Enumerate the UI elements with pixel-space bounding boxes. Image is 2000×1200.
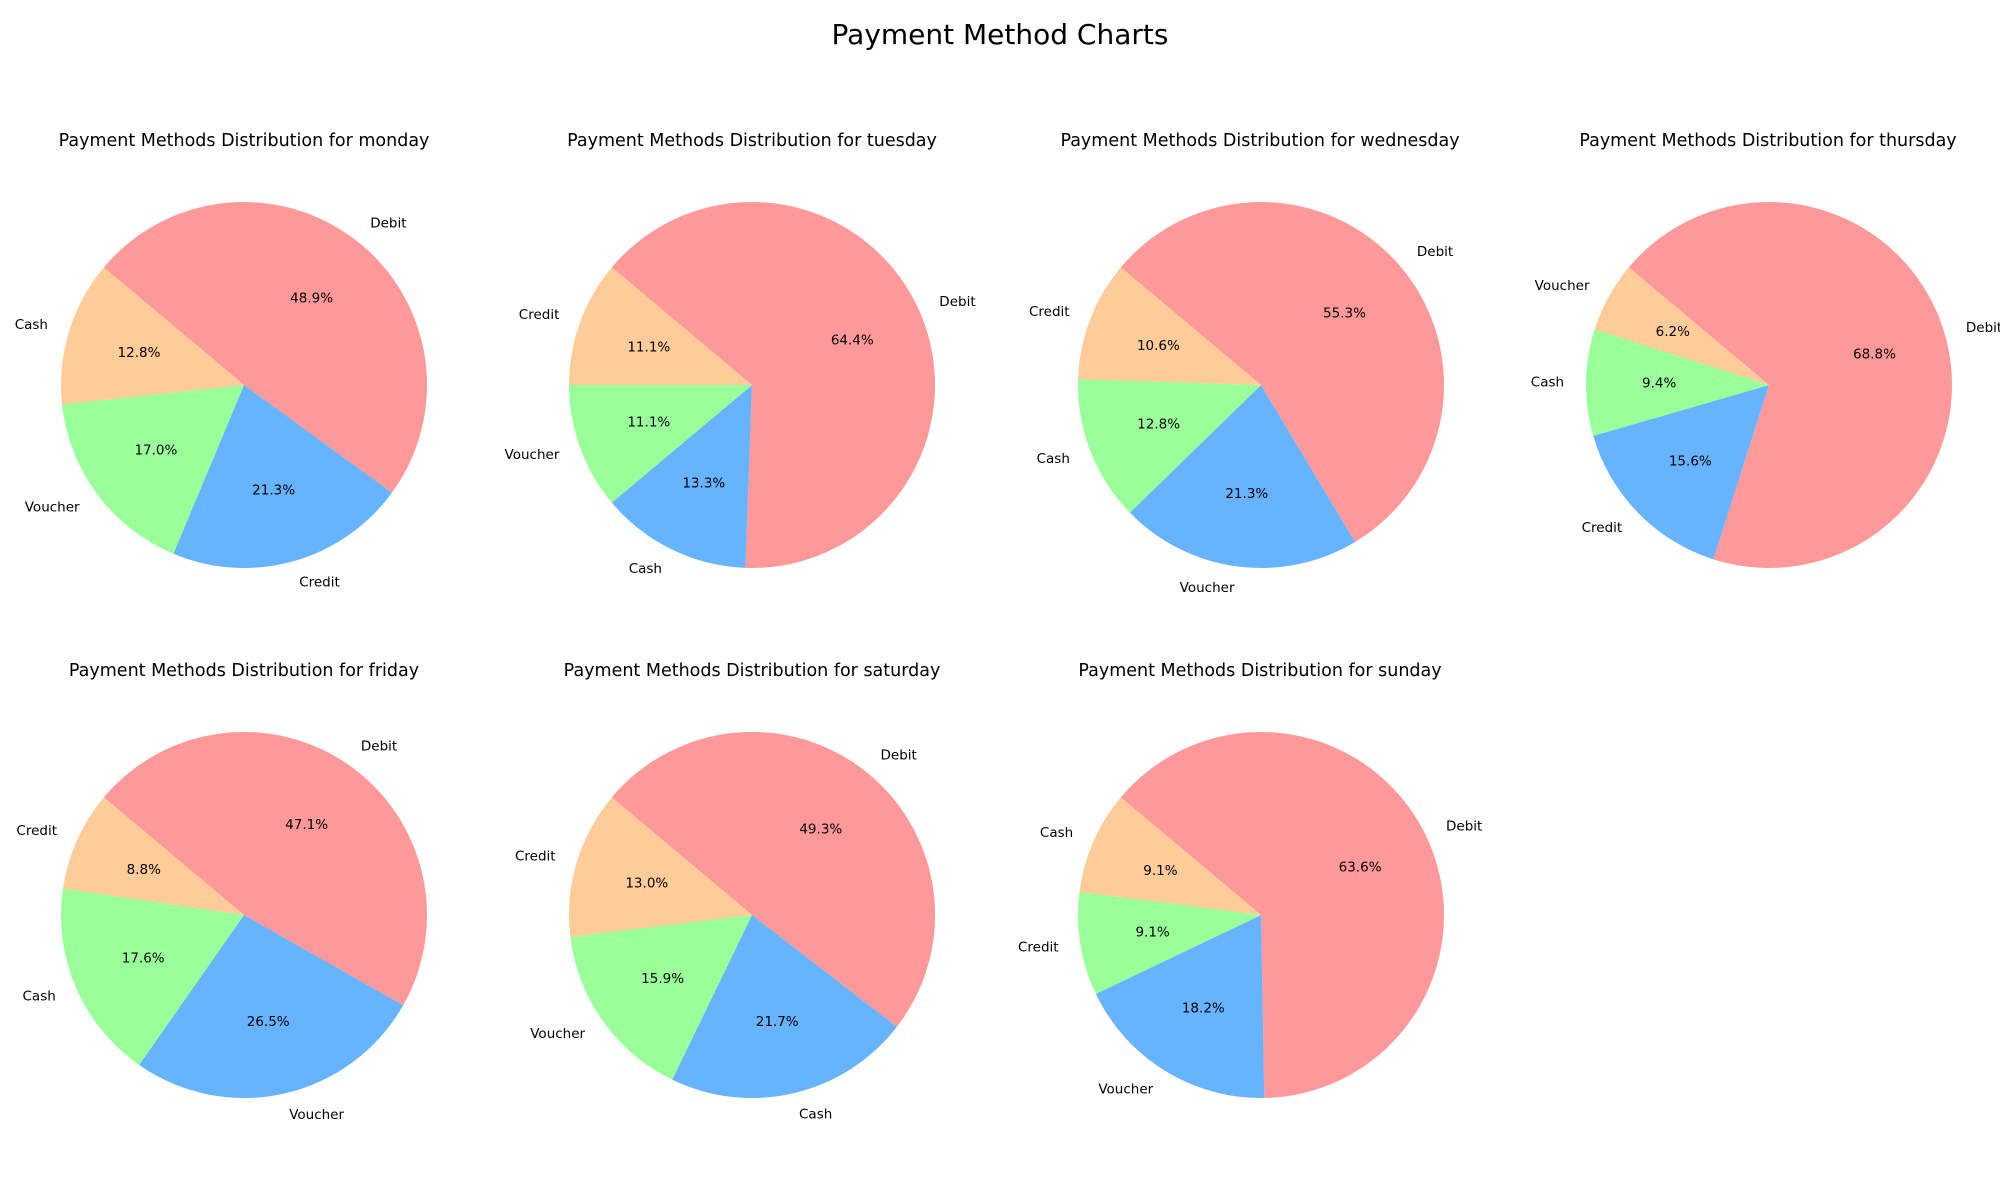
slice-label-thursday-debit: Debit [1966, 320, 2000, 336]
value-label-monday-debit: 48.9% [290, 291, 333, 307]
value-label-tuesday-debit: 64.4% [831, 332, 874, 348]
slice-label-monday-debit: Debit [370, 216, 406, 232]
slice-label-tuesday-credit: Credit [519, 307, 560, 323]
pie-slice-wednesday-voucher [1129, 385, 1356, 568]
value-label-thursday-debit: 68.8% [1853, 346, 1896, 362]
value-label-saturday-cash: 21.7% [756, 1014, 799, 1030]
pie-slice-sunday-debit [1120, 732, 1444, 1098]
pie-slice-wednesday-cash [1077, 379, 1261, 513]
pie-slice-thursday-voucher [1594, 267, 1769, 385]
slice-label-sunday-debit: Debit [1446, 819, 1482, 835]
slice-label-thursday-cash: Cash [1531, 374, 1564, 390]
slice-label-tuesday-debit: Debit [939, 294, 975, 310]
slice-label-wednesday-voucher: Voucher [1180, 580, 1235, 596]
pie-slice-monday-debit [103, 201, 427, 493]
value-label-friday-voucher: 26.5% [247, 1014, 290, 1030]
pie-slice-thursday-credit [1593, 385, 1769, 560]
pie-slice-tuesday-voucher [569, 385, 752, 503]
slice-label-wednesday-credit: Credit [1029, 304, 1070, 320]
chart-title-sunday: Payment Methods Distribution for sunday [1078, 661, 1442, 681]
value-label-thursday-credit: 15.6% [1669, 454, 1712, 470]
slice-label-sunday-cash: Cash [1040, 825, 1073, 841]
pie-slice-wednesday-credit [1078, 267, 1261, 385]
slice-label-thursday-voucher: Voucher [1535, 278, 1590, 294]
value-label-thursday-cash: 9.4% [1642, 376, 1676, 392]
value-label-sunday-cash: 9.1% [1143, 863, 1177, 879]
slice-label-wednesday-cash: Cash [1037, 451, 1070, 467]
value-label-tuesday-voucher: 11.1% [627, 415, 670, 431]
slice-label-friday-credit: Credit [16, 823, 57, 839]
pie-slice-sunday-credit [1078, 891, 1261, 994]
pie-slice-saturday-cash [672, 915, 897, 1099]
value-label-sunday-credit: 9.1% [1135, 924, 1169, 940]
value-label-friday-credit: 8.8% [127, 862, 161, 878]
pie-slice-friday-voucher [139, 915, 404, 1099]
pie-slice-saturday-debit [611, 731, 936, 1027]
chart-title-monday: Payment Methods Distribution for monday [58, 131, 430, 151]
value-label-wednesday-cash: 12.8% [1137, 417, 1180, 433]
pie-slice-sunday-cash [1079, 797, 1261, 915]
value-label-friday-cash: 17.6% [122, 951, 165, 967]
value-label-wednesday-voucher: 21.3% [1225, 486, 1268, 502]
slice-label-saturday-cash: Cash [799, 1107, 832, 1123]
pie-slice-saturday-credit [569, 797, 752, 937]
figure-title: Payment Method Charts [831, 18, 1169, 51]
pie-slice-tuesday-cash [611, 385, 752, 568]
pie-slice-monday-cash [61, 267, 244, 405]
value-label-thursday-voucher: 6.2% [1656, 324, 1690, 340]
chart-title-saturday: Payment Methods Distribution for saturda… [563, 661, 941, 681]
pie-slice-tuesday-debit [611, 201, 935, 568]
slice-label-monday-cash: Cash [15, 317, 48, 333]
slice-label-tuesday-voucher: Voucher [505, 447, 560, 463]
chart-title-tuesday: Payment Methods Distribution for tuesday [567, 131, 937, 151]
slice-label-sunday-voucher: Voucher [1098, 1081, 1153, 1097]
pie-slice-wednesday-debit [1120, 201, 1445, 542]
pie-slice-saturday-voucher [570, 915, 752, 1080]
pie-slice-thursday-cash [1585, 329, 1769, 436]
slice-label-saturday-voucher: Voucher [530, 1026, 585, 1042]
value-label-friday-debit: 47.1% [285, 817, 328, 833]
value-label-saturday-debit: 49.3% [799, 822, 842, 838]
value-label-saturday-voucher: 15.9% [641, 971, 684, 987]
slice-label-friday-cash: Cash [23, 988, 56, 1004]
slice-label-tuesday-cash: Cash [629, 561, 662, 577]
pie-slice-friday-cash [61, 888, 244, 1065]
value-label-monday-cash: 12.8% [118, 345, 161, 361]
slice-label-friday-voucher: Voucher [289, 1107, 344, 1123]
value-label-tuesday-cash: 13.3% [682, 476, 725, 492]
chart-title-friday: Payment Methods Distribution for friday [68, 661, 420, 681]
value-label-wednesday-debit: 55.3% [1323, 306, 1366, 322]
pie-slice-thursday-debit [1628, 202, 1952, 569]
value-label-wednesday-credit: 10.6% [1137, 338, 1180, 354]
pie-slice-monday-credit [173, 385, 392, 568]
value-label-saturday-credit: 13.0% [625, 876, 668, 892]
slice-label-saturday-debit: Debit [881, 747, 917, 763]
slice-label-wednesday-debit: Debit [1417, 244, 1453, 260]
pie-slice-friday-credit [62, 797, 245, 915]
slice-label-thursday-credit: Credit [1582, 520, 1623, 536]
value-label-monday-voucher: 17.0% [134, 443, 177, 459]
pie-slice-friday-debit [103, 731, 428, 1006]
slice-label-monday-credit: Credit [299, 574, 340, 590]
slice-label-friday-debit: Debit [361, 739, 397, 755]
chart-title-wednesday: Payment Methods Distribution for wednesd… [1060, 131, 1460, 151]
slice-label-monday-voucher: Voucher [25, 499, 80, 515]
pie-slice-tuesday-credit [569, 267, 752, 385]
value-label-sunday-voucher: 18.2% [1182, 1000, 1225, 1016]
pie-slice-sunday-voucher [1095, 915, 1265, 1099]
slice-label-saturday-credit: Credit [515, 849, 556, 865]
value-label-tuesday-credit: 11.1% [627, 339, 670, 355]
slice-label-sunday-credit: Credit [1018, 940, 1059, 956]
pie-slice-monday-voucher [62, 385, 244, 554]
value-label-sunday-debit: 63.6% [1339, 860, 1382, 876]
chart-title-thursday: Payment Methods Distribution for thursda… [1579, 131, 1957, 151]
value-label-monday-credit: 21.3% [252, 483, 295, 499]
